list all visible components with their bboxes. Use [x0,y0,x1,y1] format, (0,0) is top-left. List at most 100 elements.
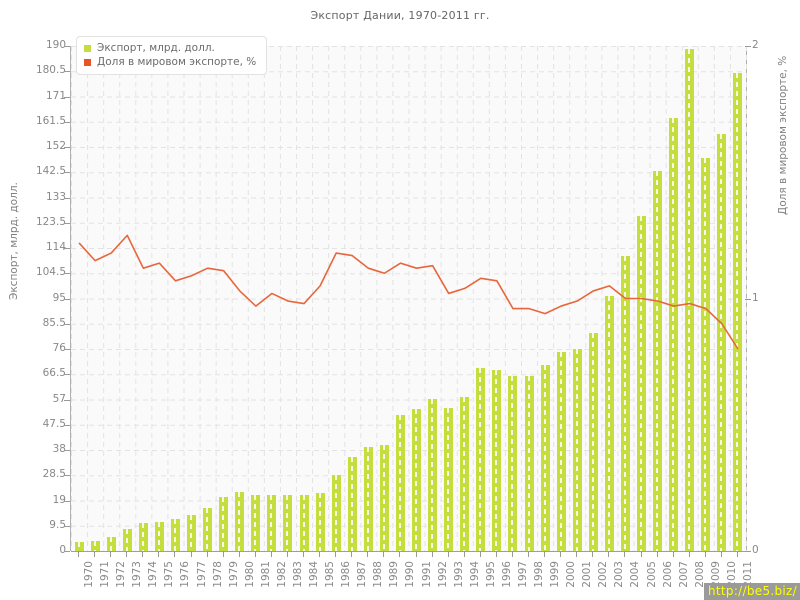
x-tick-mark [367,551,369,557]
x-tick-label-1984: 1984 [308,561,321,588]
bar-1970[interactable] [74,541,84,551]
bar-1989[interactable] [379,444,389,551]
y-axis-title-left: Экспорт, млрд. долл. [8,182,20,300]
bar-2005[interactable] [637,216,647,551]
bar-2003[interactable] [604,295,614,551]
bar-1999[interactable] [540,364,550,551]
x-tick-mark [190,551,192,557]
bar-1972[interactable] [106,536,116,551]
x-tick-label-1986: 1986 [340,561,353,588]
bar-2006[interactable] [653,170,663,551]
x-tick-label-1988: 1988 [372,561,385,588]
legend-item-share[interactable]: Доля в мировом экспорте, % [84,55,256,69]
bar-1975[interactable] [154,521,164,551]
bar-2002[interactable] [588,333,598,551]
bar-highlight-stripe [479,367,482,551]
y-tick-label-left: 123.5 [35,215,66,228]
bar-1986[interactable] [331,475,341,551]
bar-1982[interactable] [267,495,277,551]
bar-1983[interactable] [283,495,293,551]
bar-1977[interactable] [187,514,197,551]
x-tick-label-1999: 1999 [549,561,562,588]
bar-highlight-stripe [270,495,273,551]
bar-highlight-stripe [575,349,578,551]
bar-1998[interactable] [524,375,534,551]
bar-2004[interactable] [620,255,630,551]
bar-1993[interactable] [444,408,454,551]
x-tick-label-2004: 2004 [629,561,642,588]
bar-highlight-stripe [206,508,209,551]
y-tick-mark-right [745,298,751,300]
legend-item-export[interactable]: Экспорт, млрд. долл. [84,41,256,55]
y-tick-label-left: 133 [45,190,66,203]
bar-1987[interactable] [347,457,357,551]
bar-2001[interactable] [572,349,582,551]
bar-highlight-stripe [495,370,498,551]
bar-highlight-stripe [382,444,385,551]
bar-1997[interactable] [508,375,518,551]
bar-highlight-stripe [431,398,434,551]
bar-highlight-stripe [125,528,128,551]
bar-1974[interactable] [138,523,148,551]
y-tick-label-right: 0 [752,544,759,556]
bar-1985[interactable] [315,492,325,551]
bar-2000[interactable] [556,351,566,551]
bar-2009[interactable] [701,157,711,551]
x-tick-mark [110,551,112,557]
bar-1995[interactable] [476,367,486,551]
watermark[interactable]: http://be5.biz/ [703,583,800,600]
bar-highlight-stripe [559,351,562,551]
bar-2008[interactable] [685,48,695,551]
bar-1992[interactable] [428,398,438,551]
y-tick-mark-left [64,46,70,47]
bar-highlight-stripe [736,72,739,551]
legend-label-export: Экспорт, млрд. долл. [97,42,215,54]
bar-1980[interactable] [235,492,245,551]
bar-1984[interactable] [299,495,309,551]
bar-highlight-stripe [656,170,659,551]
x-tick-label-2001: 2001 [581,561,594,588]
y-tick-label-left: 152 [45,140,66,152]
bar-highlight-stripe [238,492,241,551]
bar-1971[interactable] [90,540,100,551]
y-tick-mark-left [64,222,70,224]
bar-highlight-stripe [286,495,289,551]
bar-highlight-stripe [720,133,723,551]
bar-1994[interactable] [460,396,470,551]
bar-highlight-stripe [640,216,643,551]
bar-highlight-stripe [591,333,594,551]
y-tick-mark-left [64,197,70,199]
bar-1978[interactable] [203,508,213,551]
bar-1979[interactable] [219,497,229,551]
y-tick-label-left: 76 [52,342,66,354]
x-tick-mark [351,551,353,557]
y-tick-mark-left [64,96,70,98]
bar-2007[interactable] [669,117,679,551]
bar-1981[interactable] [251,495,261,551]
x-tick-mark [78,551,80,557]
bar-2011[interactable] [733,72,743,551]
y-tick-label-left: 161.5 [35,114,66,127]
y-tick-mark-left [64,374,70,376]
bar-highlight-stripe [527,375,530,551]
y-tick-label-right: 2 [752,39,759,51]
x-tick-mark [383,551,385,557]
bar-1991[interactable] [412,408,422,551]
bar-1976[interactable] [170,518,180,551]
bar-1996[interactable] [492,370,502,551]
share-line[interactable] [78,234,739,350]
bar-1988[interactable] [363,446,373,551]
bar-1973[interactable] [122,528,132,551]
x-tick-mark [399,551,401,557]
bar-highlight-stripe [334,475,337,551]
x-tick-mark [704,551,706,557]
bar-2010[interactable] [717,133,727,551]
y-tick-mark-left [64,172,70,174]
y-tick-mark-left [64,323,70,325]
bar-1990[interactable] [395,415,405,551]
y-tick-mark-right [745,551,751,552]
y-tick-mark-left [64,399,70,401]
bar-highlight-stripe [109,536,112,551]
x-tick-label-1976: 1976 [179,561,192,588]
